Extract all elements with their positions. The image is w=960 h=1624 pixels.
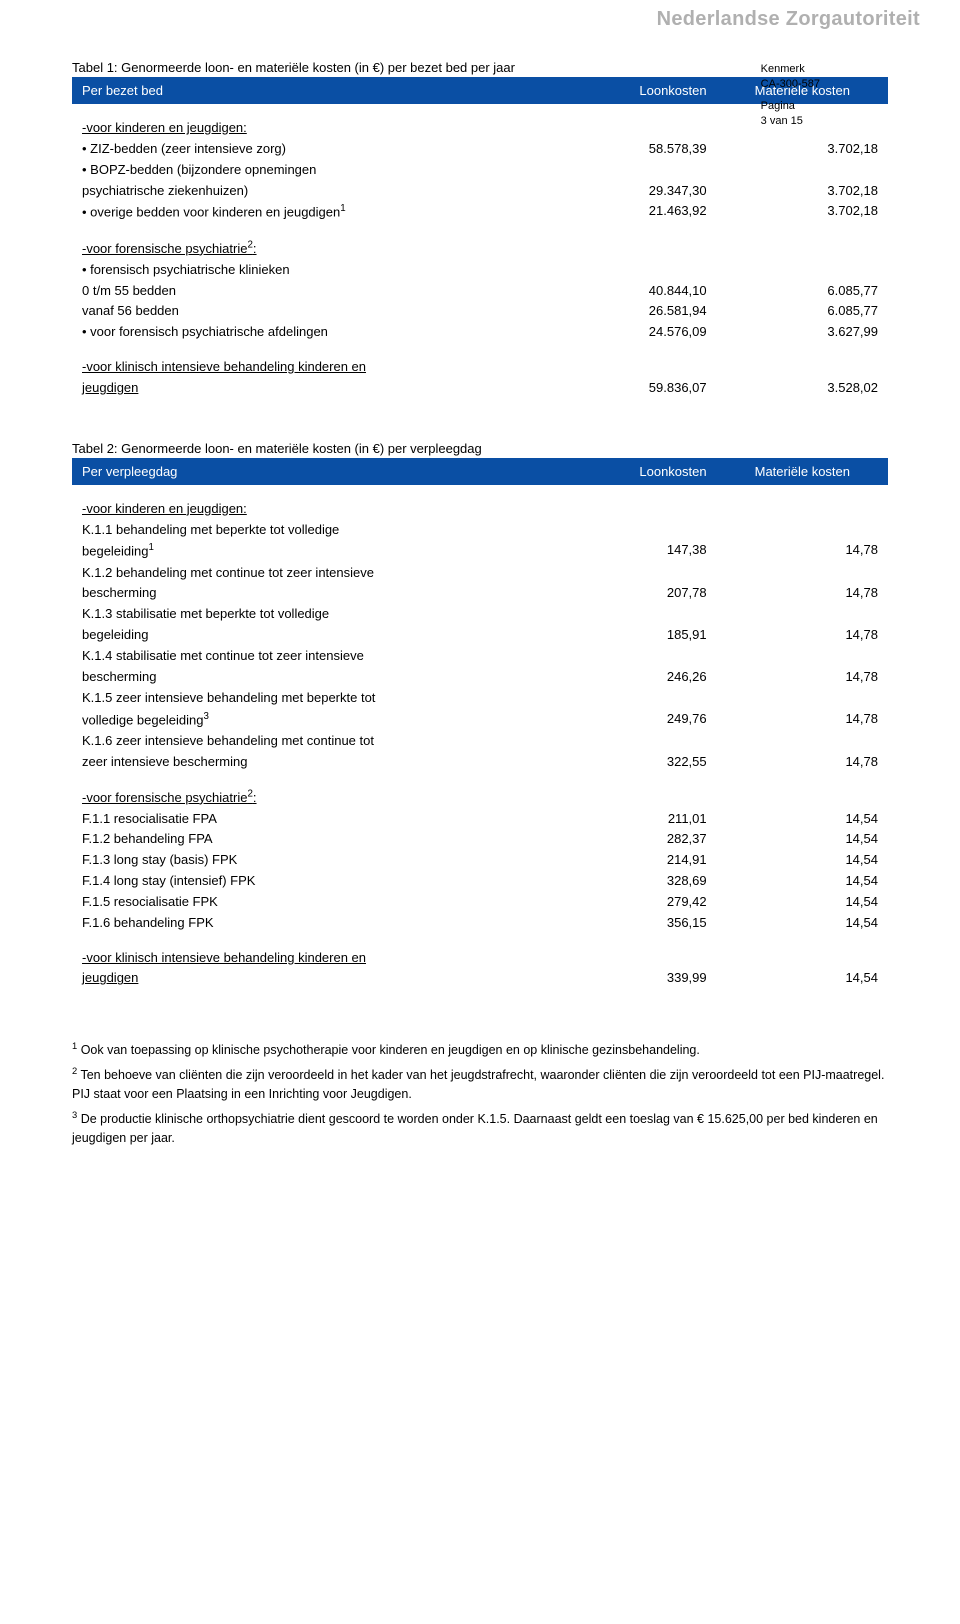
t2-g0-r1-b: bescherming [72, 583, 545, 604]
t2-header-desc: Per verpleegdag [72, 458, 545, 485]
t2-g2-title: -voor klinisch intensieve behandeling ki… [82, 950, 366, 965]
t2-g1-r3-mat: 14,54 [717, 871, 888, 892]
t1-g2-title: -voor klinisch intensieve behandeling ki… [82, 359, 366, 374]
t1-g1-r0-label: • forensisch psychiatrische klinieken [72, 260, 545, 281]
t2-g1-r0-loon: 211,01 [545, 809, 716, 830]
t2-g1-r0-mat: 14,54 [717, 809, 888, 830]
t1-g2-r0-mat: 3.528,02 [717, 378, 888, 399]
t1-g1-r2-loon: 26.581,94 [545, 301, 716, 322]
t2-g1-r5-loon: 356,15 [545, 913, 716, 934]
pagina-value: 3 van 15 [761, 114, 820, 129]
t2-g0-r5-a: K.1.6 zeer intensieve behandeling met co… [72, 731, 545, 752]
table2: Per verpleegdag Loonkosten Materiële kos… [72, 458, 888, 1004]
t2-g0-r5-loon: 322,55 [545, 752, 716, 773]
t1-g1-r1-label: 0 t/m 55 bedden [72, 281, 545, 302]
t1-g0-r0-mat: 3.702,18 [717, 139, 888, 160]
t2-g0-r4-mat: 14,78 [717, 709, 888, 731]
t2-g1-r1-mat: 14,54 [717, 829, 888, 850]
kenmerk-value: CA-300-587 [761, 77, 820, 92]
t2-g1-r4-a: F.1.5 resocialisatie FPK [72, 892, 545, 913]
t1-g1-r3-loon: 24.576,09 [545, 322, 716, 343]
t1-g0-r1-label: • BOPZ-bedden (bijzondere opnemingen [72, 160, 545, 181]
t2-g1-r1-loon: 282,37 [545, 829, 716, 850]
t2-g1-title: -voor forensische psychiatrie2: [82, 790, 257, 805]
t2-g2-r0-mat: 14,54 [717, 968, 888, 989]
t2-g1-r4-mat: 14,54 [717, 892, 888, 913]
t2-g0-r4-a: K.1.5 zeer intensieve behandeling met be… [72, 688, 545, 709]
t2-g0-r2-mat: 14,78 [717, 625, 888, 646]
t2-g0-r4-loon: 249,76 [545, 709, 716, 731]
t2-g0-r0-loon: 147,38 [545, 540, 716, 562]
t2-g1-r3-a: F.1.4 long stay (intensief) FPK [72, 871, 545, 892]
t2-g0-r1-mat: 14,78 [717, 583, 888, 604]
page-meta: Kenmerk CA-300-587 Pagina 3 van 15 [761, 62, 820, 130]
t2-g1-r5-mat: 14,54 [717, 913, 888, 934]
t1-g1-r1-mat: 6.085,77 [717, 281, 888, 302]
t1-header-loon: Loonkosten [545, 77, 716, 104]
t1-g1-r3-label: • voor forensisch psychiatrische afdelin… [72, 322, 545, 343]
t2-g0-r0-mat: 14,78 [717, 540, 888, 562]
kenmerk-label: Kenmerk [761, 63, 805, 75]
t1-g0-r3-mat: 3.702,18 [717, 201, 888, 223]
t2-g1-r2-loon: 214,91 [545, 850, 716, 871]
t1-g0-r2-label: psychiatrische ziekenhuizen) [72, 181, 545, 202]
t1-g0-r0-label: • ZIZ-bedden (zeer intensieve zorg) [72, 139, 545, 160]
t2-g0-r2-loon: 185,91 [545, 625, 716, 646]
footnotes: 1 Ook van toepassing op klinische psycho… [72, 1039, 888, 1147]
t2-header-loon: Loonkosten [545, 458, 716, 485]
t1-g2-r0-label: jeugdigen [72, 378, 545, 399]
t2-g1-r4-loon: 279,42 [545, 892, 716, 913]
t2-g0-title: -voor kinderen en jeugdigen: [82, 501, 247, 516]
t1-g0-r2-loon: 29.347,30 [545, 181, 716, 202]
table2-caption: Tabel 2: Genormeerde loon- en materiële … [72, 441, 888, 456]
t2-g0-r5-b: zeer intensieve bescherming [72, 752, 545, 773]
t1-g0-r1-loon [545, 160, 716, 181]
t1-g1-r2-mat: 6.085,77 [717, 301, 888, 322]
t2-g2-r0-a: jeugdigen [72, 968, 545, 989]
t1-g1-r1-loon: 40.844,10 [545, 281, 716, 302]
footnote-2: 2 Ten behoeve van cliënten die zijn vero… [72, 1064, 888, 1104]
t2-g0-r1-loon: 207,78 [545, 583, 716, 604]
t1-g0-title: -voor kinderen en jeugdigen: [82, 120, 247, 135]
table2-section: Tabel 2: Genormeerde loon- en materiële … [72, 441, 888, 1004]
t2-header-mat: Materiële kosten [717, 458, 888, 485]
t2-g1-r5-a: F.1.6 behandeling FPK [72, 913, 545, 934]
t1-g0-r3-loon: 21.463,92 [545, 201, 716, 223]
t2-g0-r3-loon: 246,26 [545, 667, 716, 688]
t2-g1-r0-a: F.1.1 resocialisatie FPA [72, 809, 545, 830]
t1-header-desc: Per bezet bed [72, 77, 545, 104]
t2-g1-r2-mat: 14,54 [717, 850, 888, 871]
pagina-label: Pagina [761, 100, 795, 112]
t2-g0-r3-mat: 14,78 [717, 667, 888, 688]
t1-g0-r1-mat [717, 160, 888, 181]
t2-g0-r0-b: begeleiding1 [72, 540, 545, 562]
t1-g0-r3-label: • overige bedden voor kinderen en jeugdi… [72, 201, 545, 223]
t2-g1-r2-a: F.1.3 long stay (basis) FPK [72, 850, 545, 871]
t2-g0-r4-b: volledige begeleiding3 [72, 709, 545, 731]
t2-g1-r1-a: F.1.2 behandeling FPA [72, 829, 545, 850]
t2-g0-r1-a: K.1.2 behandeling met continue tot zeer … [72, 563, 545, 584]
t1-g0-r2-mat: 3.702,18 [717, 181, 888, 202]
t1-g1-r2-label: vanaf 56 bedden [72, 301, 545, 322]
footnote-3: 3 De productie klinische orthopsychiatri… [72, 1108, 888, 1148]
t2-g0-r3-b: bescherming [72, 667, 545, 688]
t2-g1-r3-loon: 328,69 [545, 871, 716, 892]
t2-g0-r2-a: K.1.3 stabilisatie met beperkte tot voll… [72, 604, 545, 625]
t1-g1-title: -voor forensische psychiatrie2: [82, 241, 257, 256]
t2-g0-r3-a: K.1.4 stabilisatie met continue tot zeer… [72, 646, 545, 667]
t1-g2-r0-loon: 59.836,07 [545, 378, 716, 399]
t1-g0-r0-loon: 58.578,39 [545, 139, 716, 160]
t2-g0-r2-b: begeleiding [72, 625, 545, 646]
t2-g0-r0-a: K.1.1 behandeling met beperkte tot volle… [72, 520, 545, 541]
t1-g1-r3-mat: 3.627,99 [717, 322, 888, 343]
org-watermark: Nederlandse Zorgautoriteit [657, 8, 920, 31]
t2-g0-r5-mat: 14,78 [717, 752, 888, 773]
footnote-1: 1 Ook van toepassing op klinische psycho… [72, 1039, 888, 1060]
t2-g2-r0-loon: 339,99 [545, 968, 716, 989]
